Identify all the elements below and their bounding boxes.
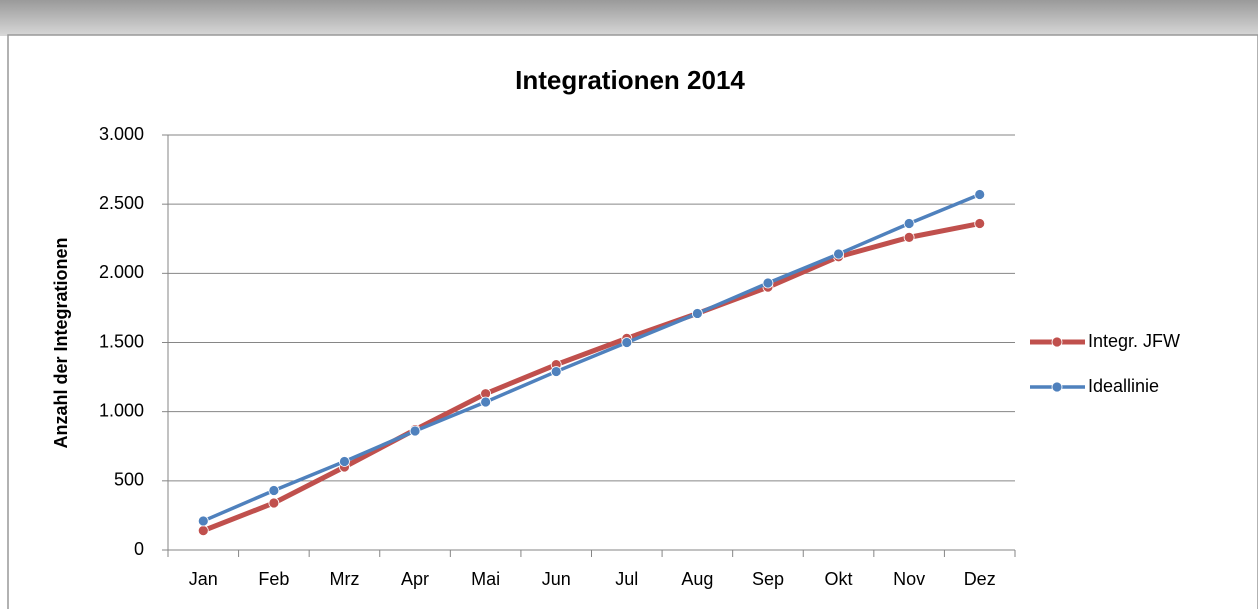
y-tick-label: 2.500: [99, 193, 144, 213]
marker: [268, 497, 280, 509]
marker: [974, 189, 986, 200]
x-tick-label: Jan: [189, 569, 218, 589]
marker: [974, 218, 986, 229]
chart-title: Integrationen 2014: [515, 65, 745, 95]
x-tick-label: Feb: [258, 569, 289, 589]
legend-marker: [1051, 336, 1063, 348]
marker: [621, 337, 633, 348]
x-tick-label: Mrz: [329, 569, 359, 589]
x-tick-label: Dez: [964, 569, 996, 589]
x-tick-label: Sep: [752, 569, 784, 589]
marker: [691, 308, 703, 319]
x-tick-label: Jun: [542, 569, 571, 589]
x-tick-label: Apr: [401, 569, 429, 589]
y-tick-label: 0: [134, 539, 144, 559]
y-tick-label: 1.500: [99, 331, 144, 351]
x-tick-label: Nov: [893, 569, 925, 589]
legend-marker: [1051, 381, 1063, 393]
marker: [480, 396, 492, 408]
marker: [550, 366, 562, 377]
x-tick-label: Jul: [615, 569, 638, 589]
y-axis-title: Anzahl der Integrationen: [51, 237, 71, 448]
x-tick-label: Mai: [471, 569, 500, 589]
chart-frame: [7, 34, 1258, 614]
marker: [903, 231, 915, 243]
marker: [903, 218, 915, 229]
x-tick-label: Okt: [825, 569, 853, 589]
series-line: [202, 192, 981, 523]
y-tick-label: 3.000: [99, 124, 144, 144]
marker: [833, 248, 844, 260]
x-tick-label: Aug: [681, 569, 713, 589]
marker: [197, 515, 209, 527]
series-line: [202, 221, 981, 533]
marker: [197, 525, 209, 537]
y-tick-label: 500: [114, 470, 144, 490]
y-tick-label: 1.000: [99, 400, 144, 420]
marker: [268, 485, 280, 496]
marker: [409, 425, 421, 437]
marker: [339, 456, 350, 467]
y-tick-label: 2.000: [99, 262, 144, 282]
top-bar: [0, 0, 1258, 36]
legend-label: Ideallinie: [1088, 376, 1159, 396]
marker: [762, 277, 774, 289]
legend-label: Integr. JFW: [1088, 331, 1180, 351]
